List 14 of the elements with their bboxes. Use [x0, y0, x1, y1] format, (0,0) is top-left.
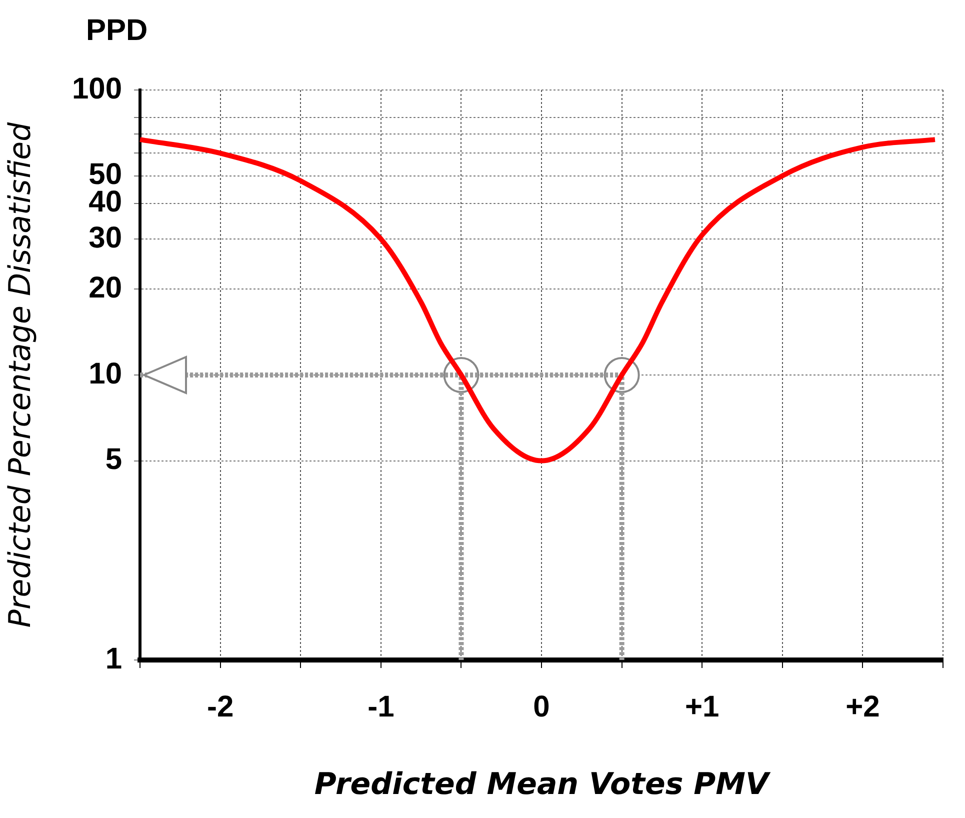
x-axis-title: Predicted Mean Votes PMV — [314, 766, 772, 802]
y-tick-label: 20 — [88, 271, 122, 304]
y-tick-label: 5 — [105, 443, 122, 476]
y-tick-label: 1 — [105, 642, 122, 676]
x-tick-label: 0 — [533, 690, 550, 724]
y-axis-title: Predicted Percentage Dissatisfied — [2, 121, 38, 628]
x-tick-label: +2 — [846, 690, 880, 724]
y-tick-label: 100 — [72, 72, 122, 106]
y-tick-label: 30 — [88, 221, 122, 254]
y-tick-label: 10 — [88, 357, 122, 390]
chart-title: PPD — [86, 14, 148, 48]
x-tick-label: -2 — [207, 690, 234, 724]
x-tick-label: -1 — [368, 690, 394, 724]
x-tick-label: +1 — [685, 690, 720, 724]
